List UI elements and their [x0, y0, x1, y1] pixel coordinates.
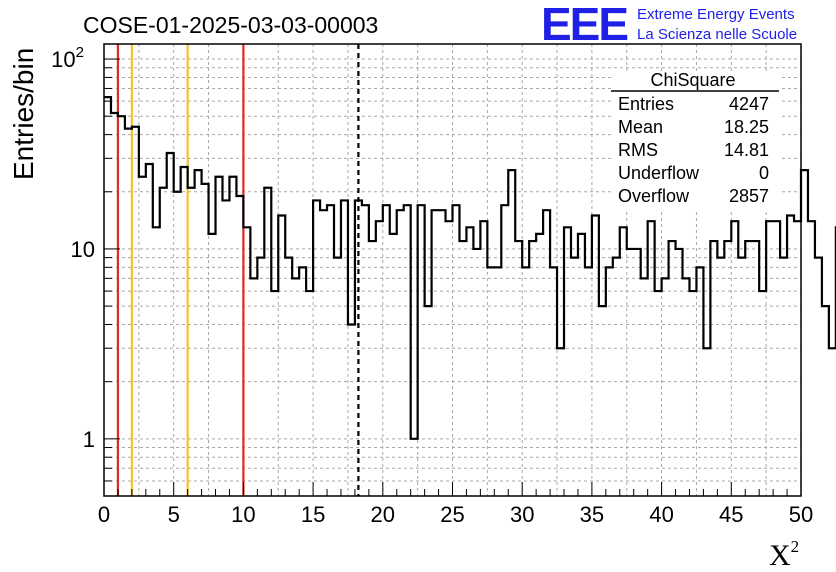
logo-letters: EEE [541, 0, 627, 50]
x-tick-label: 45 [719, 502, 743, 527]
grid [104, 44, 801, 496]
histogram [104, 96, 836, 496]
histogram-bar [536, 234, 543, 496]
histogram-bar [773, 221, 780, 496]
x-tick-label: 0 [98, 502, 110, 527]
stats-label: RMS [618, 140, 658, 160]
histogram-bar [292, 278, 299, 496]
histogram-bar [578, 234, 585, 496]
x-tick-label: 5 [168, 502, 180, 527]
histogram-bar [229, 177, 236, 496]
stats-value: 14.81 [724, 140, 769, 160]
chart-title: COSE-01-2025-03-03-00003 [83, 12, 378, 38]
histogram-bar [745, 241, 752, 496]
x-axis-label-base: X [769, 539, 791, 572]
histogram-bar [724, 241, 731, 496]
histogram-bar [557, 348, 564, 496]
histogram-bar [683, 278, 690, 496]
histogram-bar [613, 258, 620, 496]
y-tick-label: 102 [51, 44, 84, 72]
histogram-bar [634, 249, 641, 496]
eee-logo: EEE Extreme Energy Events La Scienza nel… [541, 0, 797, 50]
histogram-bar [829, 348, 836, 496]
stats-value: 0 [759, 163, 769, 183]
histogram-bar [334, 258, 341, 496]
histogram-bar [257, 258, 264, 496]
histogram-bar [717, 258, 724, 496]
histogram-bar [571, 258, 578, 496]
histogram-bar [397, 210, 404, 496]
stats-value: 2857 [729, 186, 769, 206]
stats-label: Underflow [618, 163, 700, 183]
histogram-bar [459, 241, 466, 496]
logo-line-2: La Scienza nelle Scuole [637, 26, 797, 43]
histogram-bar [320, 210, 327, 496]
histogram-bar [641, 278, 648, 496]
histogram-bar [376, 221, 383, 496]
histogram-bar [703, 348, 710, 496]
histogram-bar [515, 241, 522, 496]
stats-box-background [611, 74, 779, 210]
x-tick-label: 20 [371, 502, 395, 527]
stats-label: Entries [618, 94, 674, 114]
histogram-bar [655, 291, 662, 496]
axes [103, 43, 802, 497]
histogram-bar [529, 241, 536, 496]
histogram-bar [689, 291, 696, 496]
stats-value: 18.25 [724, 117, 769, 137]
histogram-bar [425, 306, 432, 496]
histogram-bar [306, 291, 313, 496]
histogram-bar [780, 258, 787, 496]
x-tick-label: 15 [301, 502, 325, 527]
y-tick-exponent: 2 [76, 44, 84, 61]
logo-line-1: Extreme Energy Events [637, 6, 795, 23]
histogram-bar [731, 221, 738, 496]
x-axis-label: X2 [769, 537, 799, 572]
stats-box-title: ChiSquare [650, 70, 735, 90]
stats-label: Overflow [618, 186, 690, 206]
y-tick-label: 10 [71, 237, 95, 262]
stats-label: Mean [618, 117, 663, 137]
histogram-bar [439, 210, 446, 496]
histogram-bar [348, 325, 355, 496]
x-tick-label: 35 [580, 502, 604, 527]
y-tick-label: 1 [83, 427, 95, 452]
histogram-bar [808, 221, 815, 496]
x-axis-label-superscript: 2 [791, 537, 800, 556]
histogram-bar [174, 192, 181, 496]
x-tick-label: 25 [440, 502, 464, 527]
y-axis-label: Entries/bin [8, 48, 39, 180]
histogram-bar [160, 188, 167, 496]
histogram-bar [250, 278, 257, 496]
stats-value: 4247 [729, 94, 769, 114]
histogram-bar [446, 221, 453, 496]
x-tick-label: 40 [649, 502, 673, 527]
histogram-bar [599, 306, 606, 496]
histogram-bar [759, 291, 766, 496]
histogram-bar [104, 97, 111, 496]
histogram-bar [369, 241, 376, 496]
stats-rows: Entries 4247 Mean 18.25 RMS 14.81 Underflow 0 Ov… [618, 94, 769, 206]
histogram-bar [662, 278, 669, 496]
histogram-bar [794, 221, 801, 496]
histogram-bar [738, 258, 745, 496]
histogram-bar [473, 249, 480, 496]
histogram-bar [627, 249, 634, 496]
histogram-bar [271, 291, 278, 496]
x-tick-label: 10 [231, 502, 255, 527]
histogram-bar [139, 177, 146, 496]
x-tick-label: 30 [510, 502, 534, 527]
histogram-outline [104, 96, 836, 440]
histogram-bar [390, 234, 397, 496]
reference-lines [116, 44, 360, 496]
histogram-bar [285, 258, 292, 496]
histogram-bar [676, 249, 683, 496]
stats-box: ChiSquare Entries 4247 Mean 18.25 RMS 14.81 Un… [611, 70, 779, 210]
histogram-bar [209, 234, 216, 496]
x-tick-label: 50 [789, 502, 813, 527]
